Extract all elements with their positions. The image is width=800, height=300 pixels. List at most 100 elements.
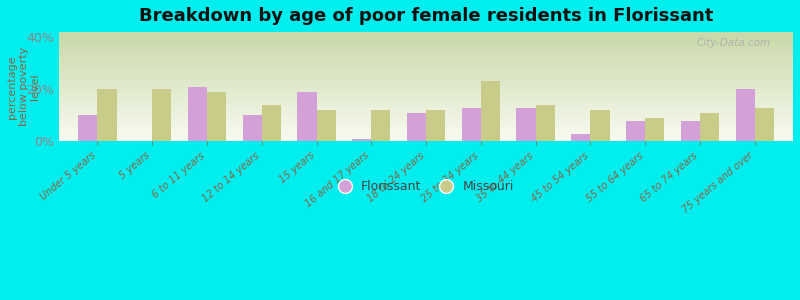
Bar [59, 138, 793, 139]
Bar [59, 67, 793, 68]
Bar [59, 78, 793, 79]
Bar [59, 75, 793, 76]
Bar [59, 70, 793, 71]
Title: Breakdown by age of poor female residents in Florissant: Breakdown by age of poor female resident… [139, 7, 714, 25]
Bar [78, 115, 98, 141]
Bar [59, 85, 793, 87]
Bar [59, 140, 793, 141]
Bar [371, 110, 390, 141]
Bar [59, 134, 793, 135]
Bar [59, 48, 793, 50]
Bar [59, 139, 793, 140]
Bar [59, 50, 793, 51]
Bar [59, 99, 793, 100]
Bar [59, 71, 793, 73]
Bar [59, 74, 793, 75]
Bar [59, 68, 793, 69]
Bar [59, 121, 793, 122]
Bar [59, 66, 793, 67]
Bar [59, 85, 793, 86]
Bar [317, 110, 336, 141]
Bar [59, 39, 793, 40]
Bar [407, 113, 426, 141]
Bar [59, 87, 793, 88]
Bar [59, 47, 793, 48]
Bar [59, 57, 793, 58]
Bar [59, 42, 793, 43]
Bar [59, 90, 793, 91]
Bar [59, 107, 793, 109]
Bar [59, 114, 793, 115]
Bar [59, 51, 793, 52]
Bar [59, 88, 793, 89]
Bar [59, 127, 793, 128]
Bar [59, 93, 793, 94]
Bar [59, 131, 793, 133]
Bar [59, 35, 793, 36]
Bar [59, 52, 793, 53]
Bar [754, 107, 774, 141]
Bar [59, 43, 793, 44]
Bar [681, 121, 700, 141]
Bar [59, 128, 793, 129]
Bar [59, 118, 793, 119]
Bar [242, 115, 262, 141]
Bar [59, 130, 793, 131]
Bar [59, 126, 793, 127]
Bar [59, 137, 793, 138]
Bar [59, 133, 793, 134]
Bar [59, 100, 793, 101]
Bar [59, 122, 793, 123]
Bar [59, 116, 793, 117]
Bar [59, 34, 793, 35]
Bar [59, 111, 793, 112]
Bar [59, 106, 793, 107]
Bar [59, 135, 793, 136]
Bar [59, 38, 793, 39]
Bar [59, 94, 793, 95]
Bar [59, 101, 793, 102]
Bar [59, 40, 793, 41]
Bar [59, 76, 793, 77]
Bar [626, 121, 645, 141]
Bar [59, 91, 793, 92]
Bar [59, 69, 793, 70]
Bar [481, 82, 500, 141]
Bar [59, 123, 793, 124]
Bar [59, 59, 793, 61]
Bar [59, 36, 793, 38]
Bar [59, 104, 793, 105]
Bar [59, 45, 793, 46]
Bar [59, 115, 793, 116]
Bar [517, 107, 536, 141]
Bar [59, 109, 793, 110]
Bar [59, 125, 793, 126]
Bar [59, 119, 793, 121]
Bar [536, 105, 554, 141]
Legend: Florissant, Missouri: Florissant, Missouri [334, 176, 519, 199]
Bar [59, 82, 793, 83]
Bar [59, 77, 793, 78]
Bar [59, 56, 793, 57]
Bar [59, 110, 793, 111]
Bar [59, 89, 793, 90]
Bar [59, 54, 793, 55]
Bar [426, 110, 446, 141]
Bar [590, 110, 610, 141]
Bar [59, 97, 793, 98]
Bar [59, 102, 793, 103]
Bar [59, 80, 793, 81]
Bar [59, 117, 793, 119]
Bar [352, 139, 371, 141]
Bar [298, 92, 317, 141]
Bar [152, 89, 171, 141]
Bar [571, 134, 590, 141]
Bar [59, 64, 793, 65]
Bar [188, 87, 207, 141]
Bar [59, 112, 793, 113]
Text: City-Data.com: City-Data.com [697, 38, 771, 47]
Bar [735, 89, 754, 141]
Bar [59, 113, 793, 114]
Bar [59, 46, 793, 47]
Bar [59, 81, 793, 82]
